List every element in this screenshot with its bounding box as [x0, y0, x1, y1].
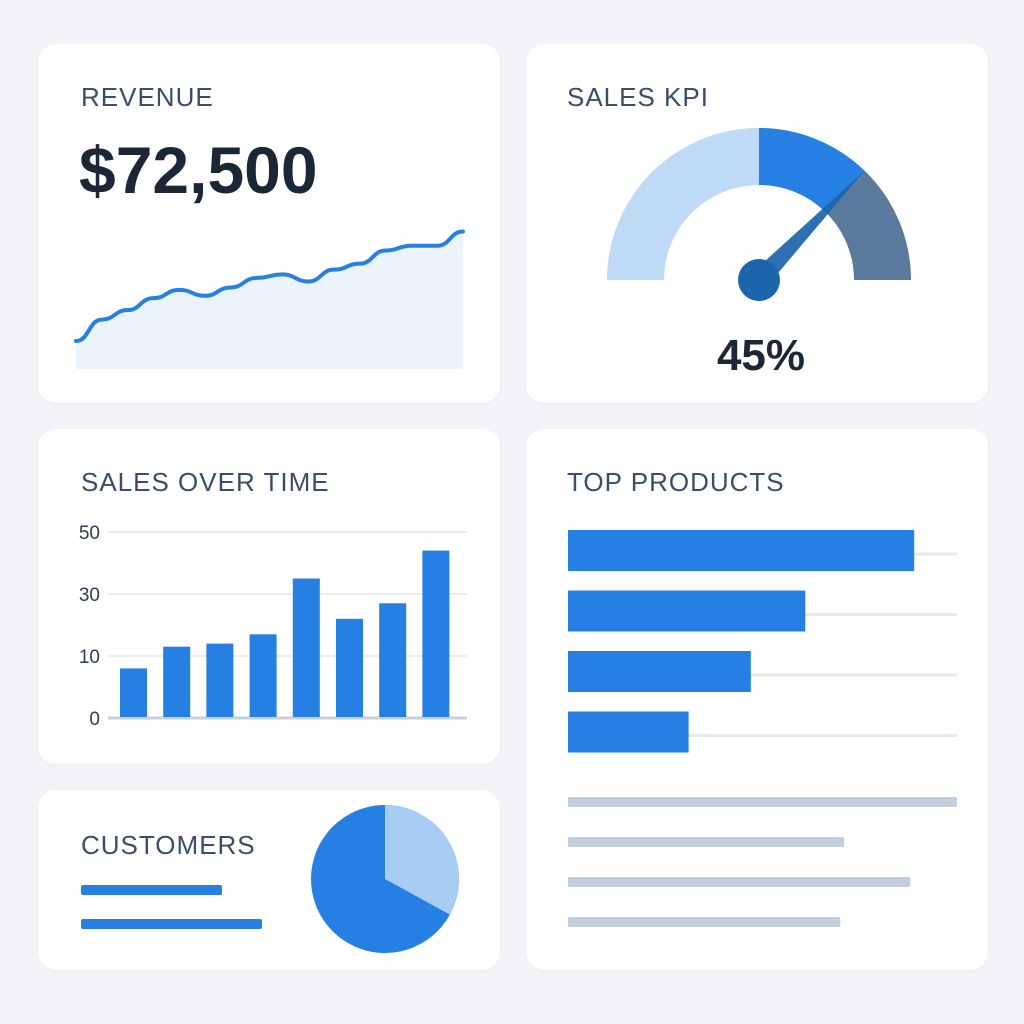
- revenue-sparkline: [74, 229, 465, 369]
- product-bar: [568, 530, 915, 571]
- kpi-value: 45%: [716, 331, 806, 380]
- gauge-mid-segment: [759, 128, 865, 212]
- gauge-needle-hub: [738, 259, 780, 301]
- sales-bar-chart: 0 10 30 50: [79, 523, 467, 730]
- bar: [249, 634, 277, 717]
- placeholder-line: [568, 917, 841, 927]
- bar: [379, 603, 407, 717]
- bar: [422, 550, 450, 717]
- sales-kpi-title: SALES KPI: [567, 82, 709, 112]
- customers-line-2: [81, 919, 262, 929]
- y-tick-label: 10: [79, 647, 100, 668]
- product-bar: [568, 651, 751, 692]
- y-tick-label: 0: [89, 709, 100, 730]
- customers-card: CUSTOMERS: [38, 790, 500, 970]
- pie-minority-slice: [385, 805, 459, 915]
- revenue-value: $72,500: [79, 133, 318, 207]
- customers-line-1: [81, 885, 222, 895]
- placeholder-line: [568, 837, 845, 847]
- y-tick-label: 50: [79, 523, 100, 544]
- placeholder-line: [568, 797, 957, 807]
- sales-over-time-card: SALES OVER TIME 0 10 30 50: [38, 429, 500, 764]
- sales-over-time-title: SALES OVER TIME: [81, 467, 330, 497]
- gauge: [607, 128, 911, 301]
- bar: [120, 668, 147, 717]
- customers-title: CUSTOMERS: [81, 830, 256, 860]
- customers-pie: [311, 805, 459, 953]
- bar: [336, 618, 363, 717]
- revenue-card: REVENUE $72,500: [38, 44, 500, 403]
- bar: [206, 643, 234, 717]
- gauge-needle: [751, 170, 865, 287]
- sales-kpi-card: SALES KPI 45%: [526, 44, 988, 403]
- gauge-low-segment: [607, 128, 759, 280]
- top-products-card: TOP PRODUCTS: [526, 429, 988, 970]
- placeholder-line: [568, 877, 911, 887]
- bar: [163, 646, 191, 717]
- bar: [292, 578, 320, 717]
- gauge-high-segment: [824, 170, 911, 280]
- top-products-title: TOP PRODUCTS: [567, 467, 785, 497]
- revenue-title: REVENUE: [81, 82, 214, 112]
- top-products-chart: [568, 530, 957, 927]
- y-tick-label: 30: [79, 585, 100, 606]
- product-bar: [568, 590, 806, 632]
- product-bar: [568, 711, 689, 753]
